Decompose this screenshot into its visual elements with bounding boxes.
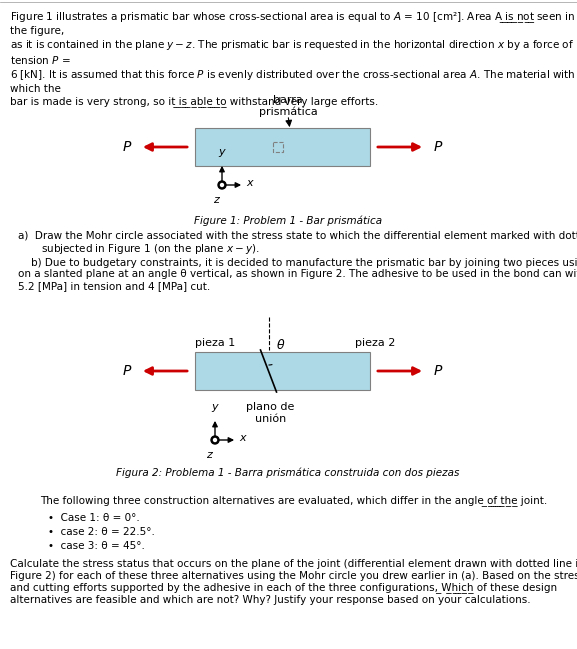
Text: Figure 1 illustrates a prismatic bar whose cross-sectional area is equal to $A$ : Figure 1 illustrates a prismatic bar who… bbox=[10, 10, 575, 106]
Text: $z$: $z$ bbox=[206, 450, 214, 460]
Text: $P$: $P$ bbox=[122, 364, 132, 378]
Circle shape bbox=[218, 181, 226, 189]
Circle shape bbox=[213, 439, 216, 441]
FancyBboxPatch shape bbox=[195, 352, 370, 390]
Bar bbox=[272, 142, 283, 152]
Text: $x$: $x$ bbox=[246, 178, 255, 188]
Text: a)  Draw the Mohr circle associated with the stress state to which the different: a) Draw the Mohr circle associated with … bbox=[18, 230, 577, 291]
Circle shape bbox=[211, 436, 219, 444]
Text: Calculate the stress status that occurs on the plane of the joint (differential : Calculate the stress status that occurs … bbox=[10, 559, 577, 605]
Text: $x$: $x$ bbox=[239, 433, 248, 443]
Text: barra
prismática: barra prismática bbox=[258, 95, 317, 117]
Text: $y$: $y$ bbox=[218, 147, 227, 159]
Circle shape bbox=[220, 184, 223, 186]
Text: $\theta$: $\theta$ bbox=[276, 338, 286, 352]
Text: plano de
unión: plano de unión bbox=[246, 402, 295, 424]
Text: $P$: $P$ bbox=[122, 140, 132, 154]
Text: Figure 1: Problem 1 - Bar prismática: Figure 1: Problem 1 - Bar prismática bbox=[194, 215, 382, 225]
Text: $P$: $P$ bbox=[433, 140, 443, 154]
Text: •  Case 1: θ = 0°.: • Case 1: θ = 0°. bbox=[48, 513, 140, 523]
Text: $P$: $P$ bbox=[433, 364, 443, 378]
FancyBboxPatch shape bbox=[195, 128, 370, 166]
Text: $z$: $z$ bbox=[213, 195, 221, 205]
Text: pieza 2: pieza 2 bbox=[355, 338, 395, 348]
Text: pieza 1: pieza 1 bbox=[195, 338, 235, 348]
Text: The following three construction alternatives are evaluated, which differ in the: The following three construction alterna… bbox=[40, 495, 547, 506]
Text: •  case 2: θ = 22.5°.: • case 2: θ = 22.5°. bbox=[48, 527, 155, 537]
Text: •  case 3: θ = 45°.: • case 3: θ = 45°. bbox=[48, 541, 145, 551]
Text: Figura 2: Problema 1 - Barra prismática construida con dos piezas: Figura 2: Problema 1 - Barra prismática … bbox=[117, 468, 460, 478]
Text: $y$: $y$ bbox=[211, 402, 219, 414]
